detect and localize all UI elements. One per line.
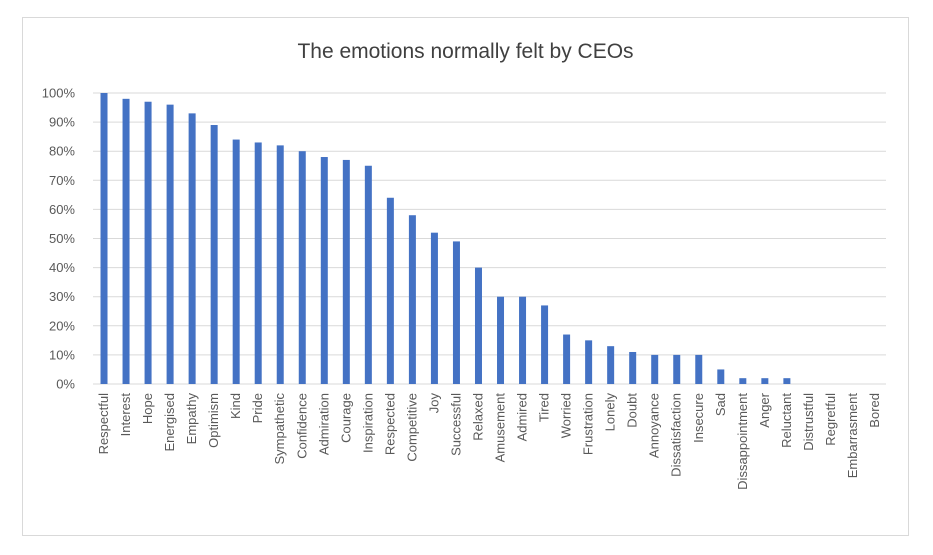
bar bbox=[342, 159, 350, 384]
bar bbox=[430, 232, 438, 384]
x-category-label: Annoyance bbox=[647, 393, 662, 458]
y-axis-ticks: 0% 10% 20% 30% 40% 50% 60% 70% 80% 90% 100% bbox=[42, 86, 76, 392]
x-category-label: Insecure bbox=[691, 393, 706, 443]
bar bbox=[607, 346, 615, 384]
bar bbox=[364, 165, 372, 384]
y-tick-label: 20% bbox=[49, 318, 75, 333]
y-tick-label: 50% bbox=[49, 231, 75, 246]
x-category-label: Hope bbox=[140, 393, 155, 424]
bar bbox=[188, 113, 196, 385]
bar bbox=[761, 378, 769, 384]
x-category-label: Tired bbox=[537, 393, 552, 422]
y-tick-label: 60% bbox=[49, 202, 75, 217]
x-category-label: Admired bbox=[515, 393, 530, 441]
bar bbox=[717, 369, 725, 384]
bar bbox=[783, 378, 791, 384]
x-category-label: Joy bbox=[426, 393, 441, 414]
bar bbox=[232, 139, 240, 384]
y-tick-label: 0% bbox=[56, 377, 75, 392]
bar bbox=[386, 197, 394, 384]
x-category-label: Successful bbox=[448, 393, 463, 456]
bar bbox=[585, 340, 593, 384]
x-category-label: Dissappointment bbox=[735, 393, 750, 490]
x-category-label: Regretful bbox=[823, 393, 838, 446]
x-category-label: Optimism bbox=[206, 393, 221, 448]
x-category-label: Embarrasment bbox=[845, 393, 860, 479]
bar bbox=[276, 145, 284, 384]
chart-title: The emotions normally felt by CEOs bbox=[297, 40, 634, 63]
bar bbox=[519, 296, 527, 384]
gridlines bbox=[93, 92, 886, 385]
x-category-label: Inspiration bbox=[360, 393, 375, 453]
y-tick-label: 90% bbox=[49, 115, 75, 130]
y-tick-label: 80% bbox=[49, 144, 75, 159]
bar bbox=[254, 142, 262, 384]
x-category-label: Doubt bbox=[625, 393, 640, 428]
x-category-label: Sad bbox=[713, 393, 728, 416]
y-tick-label: 10% bbox=[49, 347, 75, 362]
x-category-label: Relaxed bbox=[470, 393, 485, 441]
bar bbox=[474, 267, 482, 384]
bar bbox=[144, 101, 152, 384]
x-category-label: Energised bbox=[162, 393, 177, 452]
bar bbox=[695, 354, 703, 384]
x-category-label: Respectful bbox=[96, 393, 111, 455]
x-category-label: Anger bbox=[757, 392, 772, 427]
x-category-label: Distrustful bbox=[801, 393, 816, 451]
bar bbox=[497, 296, 505, 384]
bar bbox=[541, 305, 549, 384]
chart-plot: 0% 10% 20% 30% 40% 50% 60% 70% 80% 90% 100% Respec… bbox=[42, 86, 886, 490]
x-category-label: Sympathetic bbox=[272, 393, 287, 465]
x-category-label: Frustration bbox=[581, 393, 596, 455]
bar bbox=[651, 354, 659, 384]
x-category-label: Pride bbox=[250, 393, 265, 423]
bar bbox=[563, 334, 571, 384]
chart-area: The emotions normally felt by CEOs 0% 10%… bbox=[22, 17, 909, 536]
x-category-label: Admiration bbox=[316, 393, 331, 455]
x-category-label: Empathy bbox=[184, 393, 199, 445]
bar bbox=[452, 241, 460, 384]
bar bbox=[100, 93, 108, 384]
x-category-label: Competitive bbox=[404, 393, 419, 462]
bar bbox=[298, 151, 306, 384]
y-tick-label: 30% bbox=[49, 289, 75, 304]
bars bbox=[100, 93, 791, 385]
x-category-label: Lonely bbox=[603, 393, 618, 432]
x-category-label: Kind bbox=[228, 393, 243, 419]
y-tick-label: 40% bbox=[49, 260, 75, 275]
bar bbox=[320, 157, 328, 384]
bar bbox=[629, 351, 637, 384]
bar bbox=[122, 98, 130, 384]
bar bbox=[210, 125, 218, 384]
bar bbox=[673, 354, 681, 384]
bar bbox=[739, 378, 747, 384]
x-category-label: Dissatisfaction bbox=[669, 393, 684, 477]
x-category-label: Reluctant bbox=[779, 393, 794, 448]
x-category-label: Courage bbox=[338, 393, 353, 443]
x-category-label: Amusement bbox=[493, 393, 508, 463]
y-tick-label: 70% bbox=[49, 173, 75, 188]
x-category-label: Confidence bbox=[294, 393, 309, 459]
bar bbox=[166, 104, 174, 384]
x-axis-labels: Respectful Interest Hope Energised Empathy Op… bbox=[96, 392, 882, 489]
x-category-label: Bored bbox=[867, 393, 882, 428]
x-category-label: Respected bbox=[382, 393, 397, 455]
x-category-label: Worried bbox=[559, 393, 574, 438]
bar bbox=[408, 215, 416, 384]
y-tick-label: 100% bbox=[42, 86, 76, 101]
x-category-label: Interest bbox=[118, 393, 133, 437]
